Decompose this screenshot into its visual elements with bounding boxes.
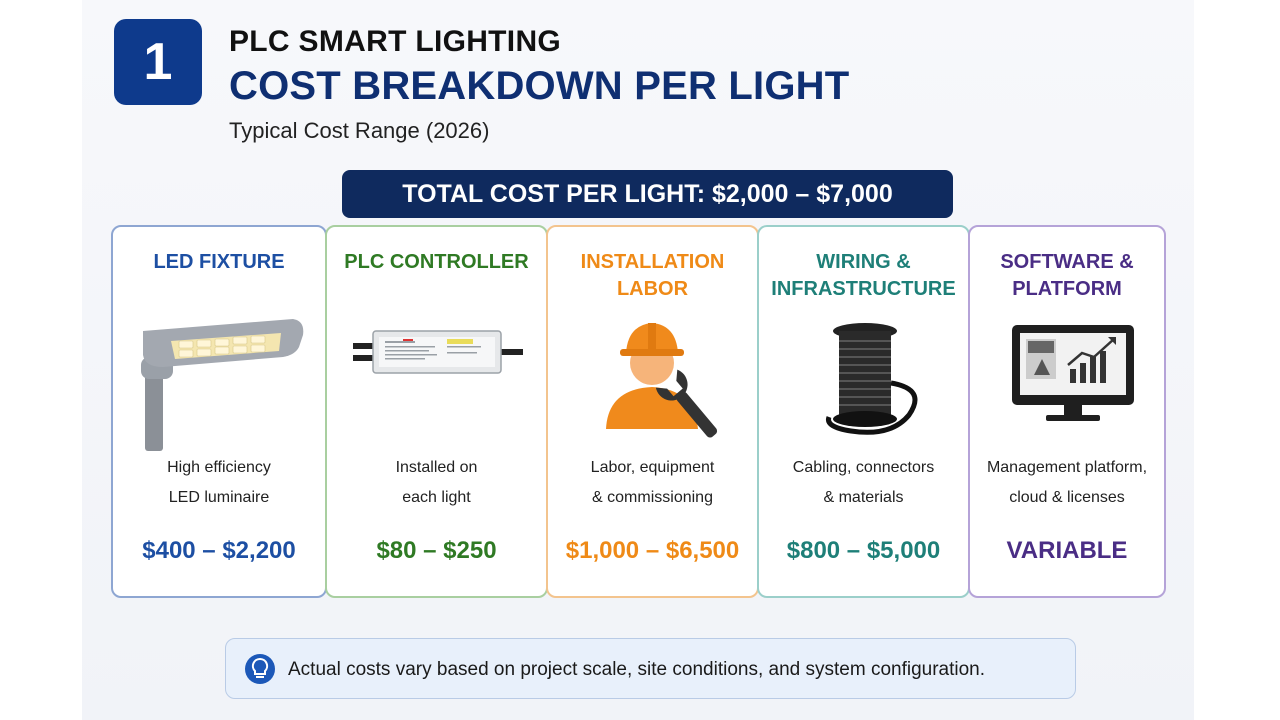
footnote-text: Actual costs vary based on project scale… xyxy=(288,659,986,680)
card-desc-line: & commissioning xyxy=(592,489,713,506)
card-installation-labor: INSTALLATION LABOR Labor, equipment & comm… xyxy=(546,225,759,598)
card-title: LED FIXTURE xyxy=(113,249,325,276)
card-software-platform: SOFTWARE & PLATFORM Management platform, c… xyxy=(968,225,1166,598)
card-desc-line: High efficiency xyxy=(167,459,271,476)
title-line2: COST BREAKDOWN PER LIGHT xyxy=(229,64,850,108)
card-desc-line: Cabling, connectors xyxy=(792,459,935,476)
card-description: Cabling, connectors & materials xyxy=(759,453,968,513)
card-price: $400 – $2,200 xyxy=(142,537,296,564)
card-desc-line: cloud & licenses xyxy=(1009,489,1125,506)
card-title: SOFTWARE & PLATFORM xyxy=(970,249,1164,303)
card-title: PLC CONTROLLER xyxy=(327,249,546,276)
card-title-line: INSTALLATION xyxy=(580,251,725,273)
card-price: $1,000 – $6,500 xyxy=(565,537,740,564)
card-title-line: WIRING & xyxy=(816,251,911,273)
card-title: WIRING & INFRASTRUCTURE xyxy=(759,249,968,303)
step-badge: 1 xyxy=(114,19,202,105)
card-desc-line: LED luminaire xyxy=(168,489,270,506)
total-cost-banner: TOTAL COST PER LIGHT: $2,000 – $7,000 xyxy=(342,170,953,218)
card-description: Labor, equipment & commissioning xyxy=(548,453,757,513)
card-desc-line: each light xyxy=(402,489,471,506)
card-title: INSTALLATION LABOR xyxy=(548,249,757,303)
monitor-chart-icon xyxy=(970,319,1164,459)
card-title-line: PLATFORM xyxy=(1012,278,1122,300)
card-desc-line: Labor, equipment xyxy=(590,459,715,476)
card-title-line: PLC CONTROLLER xyxy=(344,251,529,273)
card-title-line: SOFTWARE & xyxy=(1000,251,1134,273)
card-title-line: LABOR xyxy=(616,278,689,300)
card-description: Management platform, cloud & licenses xyxy=(970,453,1164,513)
card-description: Installed on each light xyxy=(327,453,546,513)
card-desc-line: Installed on xyxy=(395,459,478,476)
card-description: High efficiency LED luminaire xyxy=(113,453,325,513)
card-wiring-infrastructure: WIRING & INFRASTRUCTURE Cabling, connecto… xyxy=(757,225,970,598)
card-led-fixture: LED FIXTURE High efficiency LED luminaire… xyxy=(111,225,327,598)
cable-spool-icon xyxy=(759,319,968,459)
card-price: $80 – $250 xyxy=(376,537,497,564)
subtitle: Typical Cost Range (2026) xyxy=(229,118,490,143)
card-desc-line: & materials xyxy=(823,489,904,506)
plc-controller-icon xyxy=(327,319,546,459)
card-title-line: LED FIXTURE xyxy=(153,251,285,273)
step-number: 1 xyxy=(143,33,173,91)
card-price: VARIABLE xyxy=(1006,537,1128,564)
card-desc-line: Management platform, xyxy=(986,459,1148,476)
card-plc-controller: PLC CONTROLLER Installed on each light $8… xyxy=(325,225,548,598)
title-line1: PLC SMART LIGHTING xyxy=(229,25,562,58)
footnote-box: Actual costs vary based on project scale… xyxy=(225,638,1076,699)
card-title-line: INFRASTRUCTURE xyxy=(771,278,956,300)
worker-wrench-icon xyxy=(548,319,757,459)
lightbulb-icon xyxy=(244,653,276,690)
card-price: $800 – $5,000 xyxy=(786,537,941,564)
street-light-icon xyxy=(113,319,325,459)
